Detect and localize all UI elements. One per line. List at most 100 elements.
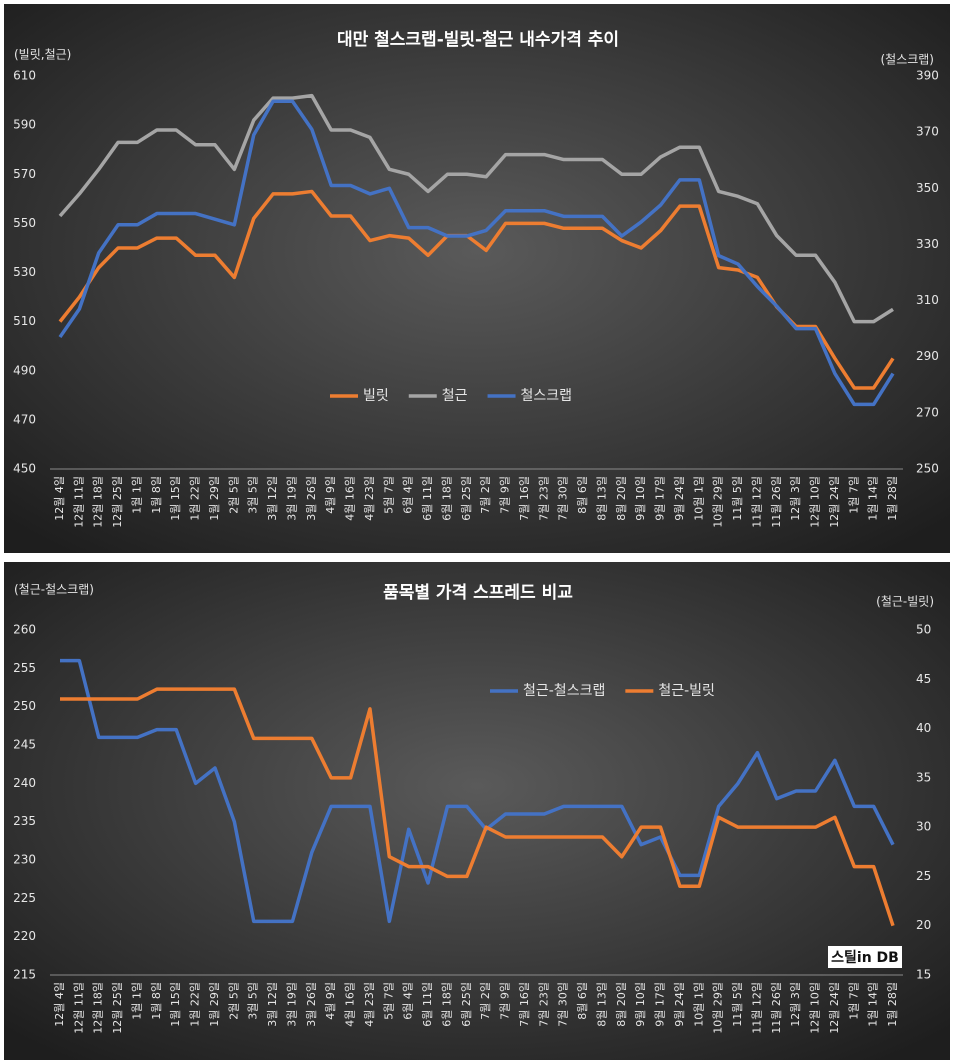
x-tick-label: 7월 2일 — [478, 476, 492, 514]
x-tick-label: 7월 16일 — [517, 982, 531, 1027]
x-tick-label: 1월 1일 — [129, 476, 143, 514]
y2-tick-label: 330 — [916, 237, 939, 251]
x-tick-label: 9월 17일 — [653, 982, 667, 1027]
x-tick-label: 6월 18일 — [439, 476, 453, 521]
panel — [4, 4, 950, 553]
y2-tick-label: 35 — [916, 770, 931, 784]
x-tick-label: 2월 5일 — [226, 982, 240, 1020]
x-tick-label: 4월 23일 — [362, 982, 376, 1027]
y-tick-label: 245 — [13, 738, 36, 752]
x-tick-label: 2월 5일 — [226, 476, 240, 514]
x-tick-label: 7월 23일 — [536, 476, 550, 521]
x-tick-label: 1월 28일 — [885, 476, 899, 521]
x-tick-label: 1월 8일 — [149, 476, 163, 514]
x-tick-label: 6월 25일 — [459, 982, 473, 1027]
y-tick-label: 590 — [13, 118, 36, 132]
x-tick-label: 1월 15일 — [168, 476, 182, 521]
x-tick-label: 7월 9일 — [498, 476, 512, 514]
x-tick-label: 4월 9일 — [323, 476, 337, 514]
series-line — [60, 658, 895, 924]
x-tick-label: 12월 11일 — [71, 476, 85, 528]
series-line — [58, 99, 895, 407]
legend-label: 철근-빌릿 — [658, 683, 715, 699]
x-tick-label: 1월 15일 — [168, 982, 182, 1027]
x-tick-label: 5월 7일 — [381, 982, 395, 1020]
x-tick-label: 9월 24일 — [672, 982, 686, 1027]
y2-tick-label: 290 — [916, 349, 939, 363]
x-tick-label: 12월 10일 — [808, 982, 822, 1034]
x-tick-label: 3월 26일 — [304, 982, 318, 1027]
x-tick-label: 11월 12일 — [749, 476, 763, 528]
y2-tick-label: 25 — [916, 869, 931, 883]
x-tick-label: 7월 16일 — [517, 476, 531, 521]
x-tick-label: 1월 1일 — [129, 982, 143, 1020]
x-tick-label: 1월 28일 — [885, 982, 899, 1027]
y-tick-label: 250 — [13, 699, 36, 713]
y-tick-label: 230 — [13, 853, 36, 867]
y-axis-label: (빌릿,철근) — [14, 48, 71, 62]
x-tick-label: 1월 14일 — [866, 982, 880, 1027]
legend-label: 철근 — [442, 388, 468, 404]
y-tick-label: 215 — [13, 968, 36, 982]
x-tick-label: 8월 20일 — [614, 982, 628, 1027]
y-tick-label: 235 — [13, 814, 36, 828]
x-tick-label: 1월 14일 — [866, 476, 880, 521]
chart-title: 대만 철스크랩-빌릿-철근 내수가격 추이 — [337, 30, 619, 50]
x-tick-label: 3월 19일 — [284, 982, 298, 1027]
x-tick-label: 12월 10일 — [808, 476, 822, 528]
x-tick-label: 7월 23일 — [536, 982, 550, 1027]
x-tick-label: 3월 19일 — [284, 476, 298, 521]
x-tick-label: 12월 18일 — [91, 476, 105, 528]
y-tick-label: 260 — [13, 623, 36, 637]
y-tick-label: 225 — [13, 891, 36, 905]
x-tick-label: 9월 10일 — [633, 982, 647, 1027]
x-tick-label: 9월 17일 — [653, 476, 667, 521]
watermark: 스틸in DB — [831, 950, 899, 966]
x-tick-label: 4월 9일 — [323, 982, 337, 1020]
x-tick-label: 9월 24일 — [672, 476, 686, 521]
x-tick-label: 3월 26일 — [304, 476, 318, 521]
x-tick-label: 4월 16일 — [343, 982, 357, 1027]
y-tick-label: 470 — [13, 412, 36, 426]
legend-label: 철근-철스크랩 — [523, 683, 605, 699]
y-tick-label: 240 — [13, 776, 36, 790]
x-tick-label: 11월 5일 — [730, 982, 744, 1027]
y-tick-label: 550 — [13, 216, 36, 230]
y-tick-label: 610 — [13, 69, 36, 83]
series-line — [58, 189, 895, 390]
x-tick-label: 11월 26일 — [769, 476, 783, 528]
x-tick-label: 10월 1일 — [691, 982, 705, 1027]
x-tick-label: 8월 6일 — [575, 982, 589, 1020]
x-tick-label: 3월 5일 — [246, 982, 260, 1020]
x-tick-label: 7월 30일 — [556, 982, 570, 1027]
x-tick-label: 8월 13일 — [594, 982, 608, 1027]
x-tick-label: 1월 7일 — [846, 982, 860, 1020]
y2-axis-label: (철근-빌릿) — [876, 595, 934, 609]
x-tick-label: 12월 3일 — [788, 476, 802, 521]
y2-tick-label: 40 — [916, 721, 931, 735]
y2-tick-label: 370 — [916, 125, 939, 139]
panel — [4, 562, 950, 1060]
x-tick-label: 4월 23일 — [362, 476, 376, 521]
x-tick-label: 6월 25일 — [459, 476, 473, 521]
x-tick-label: 3월 5일 — [246, 476, 260, 514]
x-tick-label: 12월 25일 — [110, 982, 124, 1034]
y2-tick-label: 250 — [916, 462, 939, 476]
x-tick-label: 11월 5일 — [730, 476, 744, 521]
y-tick-label: 450 — [13, 462, 36, 476]
x-tick-label: 6월 4일 — [401, 476, 415, 514]
y2-tick-label: 310 — [916, 293, 939, 307]
series-line — [60, 687, 895, 927]
x-tick-label: 1월 22일 — [188, 476, 202, 521]
x-tick-label: 5월 7일 — [381, 476, 395, 514]
x-tick-label: 10월 29일 — [711, 476, 725, 528]
x-tick-label: 1월 29일 — [207, 982, 221, 1027]
x-tick-label: 6월 11일 — [420, 476, 434, 521]
x-tick-label: 6월 11일 — [420, 982, 434, 1027]
y-tick-label: 255 — [13, 661, 36, 675]
x-tick-label: 7월 30일 — [556, 476, 570, 521]
x-tick-label: 8월 6일 — [575, 476, 589, 514]
x-tick-label: 3월 12일 — [265, 982, 279, 1027]
x-tick-label: 7월 9일 — [498, 982, 512, 1020]
